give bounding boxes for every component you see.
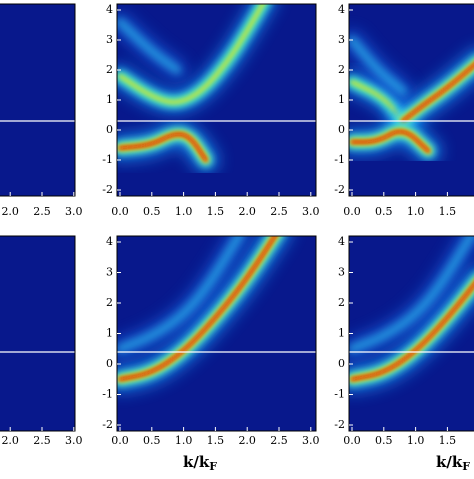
y-tick-label: 4 [338, 235, 345, 248]
y-tick-label: 0 [106, 123, 113, 136]
y-tick-label: 2 [106, 296, 113, 309]
y-tick-label: -2 [102, 418, 113, 431]
y-tick-label: 3 [106, 266, 113, 279]
x-tick-label: 1.5 [207, 205, 225, 218]
panel [0, 236, 75, 431]
x-tick-label: 0.0 [111, 434, 129, 447]
x-label-sub: F [209, 460, 217, 473]
x-tick-label: 2.5 [33, 434, 51, 447]
x-tick-label: 2.5 [270, 205, 288, 218]
x-tick-label: 0.5 [375, 434, 393, 447]
x-tick-label: 0.5 [143, 434, 161, 447]
x-axis-label: k/kF [436, 453, 470, 473]
y-tick-label: 1 [338, 327, 345, 340]
panel [117, 4, 316, 196]
y-tick-label: 4 [106, 3, 113, 16]
x-axis-label: k/kF [183, 453, 217, 473]
y-tick-label: 2 [106, 63, 113, 76]
x-tick-label: 0.0 [343, 205, 361, 218]
panel-bg [0, 236, 75, 431]
y-tick-label: 0 [106, 357, 113, 370]
x-tick-label: 1.0 [407, 434, 425, 447]
y-tick-label: 3 [338, 33, 345, 46]
x-tick-label: 2.0 [238, 434, 256, 447]
y-tick-label: -1 [102, 153, 113, 166]
x-label-text: k/k [436, 453, 463, 471]
y-tick-label: -1 [334, 153, 345, 166]
x-tick-label: 0.5 [375, 205, 393, 218]
y-tick-label: 4 [106, 235, 113, 248]
spectral-band [118, 4, 265, 104]
x-tick-label: 0.0 [343, 434, 361, 447]
panel-bg [0, 4, 75, 196]
panel-frame [0, 235, 76, 432]
panel [0, 4, 75, 196]
x-tick-label: 1.0 [407, 205, 425, 218]
y-tick-label: 3 [106, 33, 113, 46]
spectral-band [117, 236, 244, 353]
spectral-band [118, 132, 208, 162]
x-tick-label: 2.5 [270, 434, 288, 447]
y-tick-label: 1 [106, 327, 113, 340]
x-label-sub: F [462, 460, 470, 473]
x-tick-label: 1.5 [439, 434, 457, 447]
panel [117, 236, 316, 431]
x-tick-label: 0.0 [111, 205, 129, 218]
panel [349, 236, 474, 431]
spectral-band [117, 18, 182, 74]
x-tick-label: 3.0 [65, 205, 83, 218]
y-tick-label: 2 [338, 63, 345, 76]
x-tick-label: 1.5 [439, 205, 457, 218]
spectral-band [350, 282, 474, 381]
x-tick-label: 2.5 [33, 205, 51, 218]
y-tick-label: -2 [102, 183, 113, 196]
x-tick-label: 3.0 [302, 434, 320, 447]
spectral-band [118, 236, 277, 381]
y-tick-label: -1 [102, 388, 113, 401]
spectral-band [350, 130, 430, 153]
y-tick-label: -2 [334, 418, 345, 431]
x-tick-label: 1.0 [175, 434, 193, 447]
x-tick-label: 2.0 [1, 205, 19, 218]
spectral-band [349, 36, 407, 95]
x-tick-label: 2.0 [1, 434, 19, 447]
y-tick-label: -2 [334, 183, 345, 196]
y-tick-label: 0 [338, 357, 345, 370]
x-tick-label: 3.0 [65, 434, 83, 447]
spectral-band [349, 236, 474, 353]
y-tick-label: 1 [338, 93, 345, 106]
x-tick-label: 3.0 [302, 205, 320, 218]
y-tick-label: 3 [338, 266, 345, 279]
spectral-band [350, 80, 405, 123]
x-tick-label: 0.5 [143, 205, 161, 218]
panel [349, 4, 474, 196]
x-label-text: k/k [183, 453, 210, 471]
panel-frame [0, 3, 76, 197]
y-tick-label: 1 [106, 93, 113, 106]
x-tick-label: 1.5 [207, 434, 225, 447]
y-tick-label: 4 [338, 3, 345, 16]
y-tick-label: 2 [338, 296, 345, 309]
y-tick-label: -1 [334, 388, 345, 401]
x-tick-label: 2.0 [238, 205, 256, 218]
y-tick-label: 0 [338, 123, 345, 136]
spectral-band [401, 63, 474, 123]
x-tick-label: 1.0 [175, 205, 193, 218]
